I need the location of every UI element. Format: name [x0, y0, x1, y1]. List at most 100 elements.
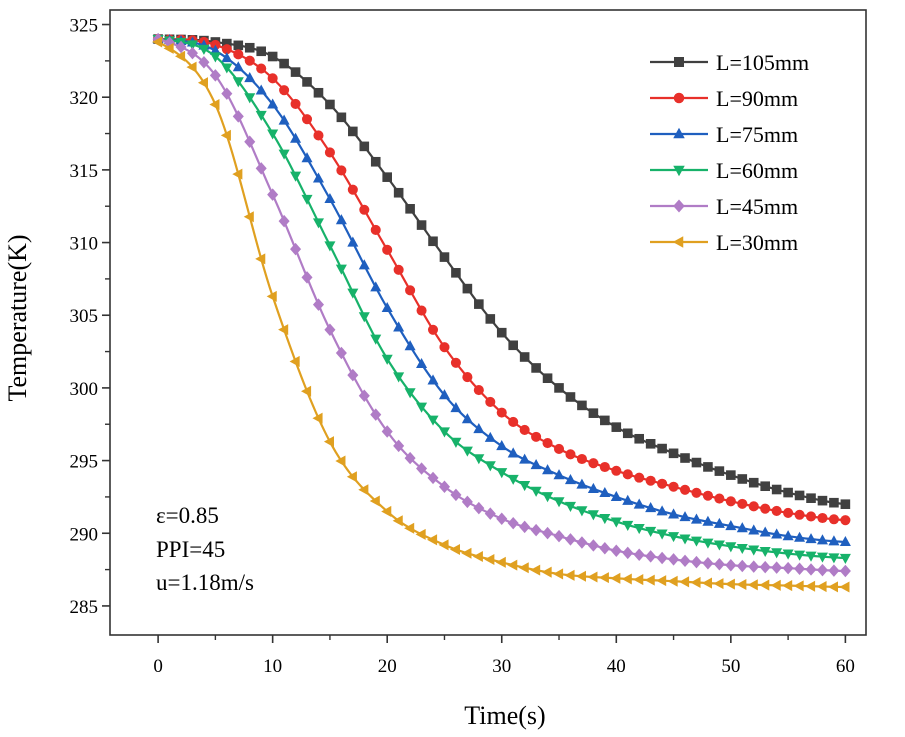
y-tick-label: 285 — [70, 597, 99, 618]
data-point-l-90mm — [622, 469, 633, 480]
data-point-l-90mm — [760, 503, 771, 514]
data-point-l-45mm — [312, 298, 324, 311]
data-point-l-105mm — [794, 490, 805, 501]
data-point-l-30mm — [598, 572, 609, 584]
data-point-l-45mm — [507, 516, 519, 530]
data-point-l-30mm — [197, 77, 209, 89]
data-point-l-45mm — [221, 87, 233, 100]
data-point-l-30mm — [690, 576, 701, 588]
data-point-l-30mm — [266, 290, 277, 302]
data-point-l-75mm — [656, 505, 668, 516]
data-point-l-60mm — [736, 543, 748, 555]
data-point-l-75mm — [461, 413, 473, 424]
data-point-l-60mm — [312, 218, 324, 229]
data-point-l-75mm — [736, 522, 748, 533]
data-point-l-75mm — [473, 423, 485, 434]
data-point-l-30mm — [381, 505, 392, 517]
data-point-l-30mm — [530, 564, 541, 576]
data-point-l-60mm — [267, 129, 279, 140]
data-point-l-60mm — [393, 372, 405, 383]
annotation-ppi: PPI=45 — [156, 537, 225, 562]
data-point-l-90mm — [565, 449, 576, 460]
data-point-l-105mm — [451, 268, 461, 278]
y-tick-label: 305 — [70, 306, 99, 327]
data-point-l-45mm — [484, 507, 496, 520]
data-point-l-105mm — [382, 172, 392, 182]
data-point-l-60mm — [713, 540, 725, 551]
x-tick-label: 50 — [721, 656, 740, 677]
y-tick-label: 320 — [70, 88, 99, 109]
data-point-l-60mm — [301, 194, 313, 205]
data-point-l-105mm — [485, 314, 496, 324]
legend-marker — [673, 127, 685, 139]
data-point-l-45mm — [370, 408, 382, 421]
data-point-l-45mm — [679, 554, 691, 568]
data-point-l-45mm — [530, 523, 542, 537]
data-point-l-30mm — [805, 580, 816, 592]
legend-label: L=30mm — [716, 230, 798, 255]
data-point-l-75mm — [782, 530, 794, 541]
data-point-l-90mm — [485, 396, 496, 407]
data-point-l-90mm — [748, 501, 759, 512]
data-point-l-30mm — [152, 36, 163, 48]
data-point-l-45mm — [473, 501, 485, 515]
data-point-l-30mm — [713, 578, 724, 590]
data-point-l-60mm — [587, 510, 599, 521]
data-point-l-75mm — [358, 259, 370, 270]
data-point-l-30mm — [541, 566, 552, 578]
data-point-l-45mm — [461, 495, 473, 509]
plot-frame — [109, 9, 867, 636]
data-point-l-60mm — [335, 264, 347, 275]
data-point-l-30mm — [323, 436, 335, 448]
data-point-l-60mm — [324, 241, 336, 252]
data-point-l-30mm — [759, 579, 770, 591]
data-point-l-45mm — [645, 550, 657, 563]
data-point-l-45mm — [668, 553, 680, 566]
data-point-l-45mm — [198, 56, 210, 69]
x-tick-label: 40 — [607, 656, 626, 677]
data-point-l-75mm — [484, 431, 496, 442]
data-point-l-105mm — [600, 415, 610, 426]
data-point-l-90mm — [805, 511, 817, 522]
data-point-l-60mm — [278, 149, 290, 160]
data-point-l-90mm — [301, 114, 313, 125]
data-point-l-90mm — [233, 49, 244, 60]
data-point-l-60mm — [759, 546, 771, 558]
series-l-60mm — [152, 34, 851, 564]
data-point-l-105mm — [348, 126, 358, 137]
data-point-l-60mm — [255, 110, 267, 121]
data-point-l-90mm — [737, 498, 748, 509]
data-point-l-90mm — [370, 224, 381, 236]
data-point-l-60mm — [519, 481, 531, 492]
data-point-l-45mm — [175, 40, 187, 54]
data-point-l-30mm — [278, 324, 289, 336]
data-point-l-105mm — [577, 400, 587, 411]
data-point-l-60mm — [461, 446, 473, 457]
data-point-l-75mm — [209, 44, 221, 55]
y-axis: 285 290 295 300 305 310 315 320 325 — [70, 16, 110, 618]
data-point-l-75mm — [450, 402, 462, 413]
data-point-l-30mm — [438, 539, 449, 551]
data-point-l-90mm — [405, 285, 416, 296]
data-point-l-105mm — [428, 236, 438, 247]
data-point-l-45mm — [496, 512, 508, 525]
data-point-l-105mm — [416, 220, 427, 230]
data-point-l-45mm — [748, 560, 760, 573]
data-point-l-45mm — [232, 110, 244, 123]
data-point-l-45mm — [587, 539, 599, 552]
plot-area — [152, 32, 851, 593]
data-point-l-105mm — [302, 77, 312, 87]
data-point-l-30mm — [747, 579, 758, 591]
data-point-l-90mm — [542, 438, 553, 449]
data-point-l-105mm — [508, 340, 518, 351]
data-point-l-75mm — [599, 486, 611, 498]
data-point-l-105mm — [519, 352, 530, 362]
data-point-l-30mm — [816, 581, 827, 593]
data-point-l-60mm — [347, 288, 359, 299]
parameter-annotations: ε=0.85 PPI=45 u=1.18m/s — [156, 503, 254, 595]
data-point-l-75mm — [690, 513, 702, 524]
data-point-l-30mm — [232, 168, 243, 180]
data-point-l-60mm — [473, 454, 485, 465]
data-point-l-75mm — [645, 502, 657, 513]
data-point-l-45mm — [828, 564, 840, 577]
